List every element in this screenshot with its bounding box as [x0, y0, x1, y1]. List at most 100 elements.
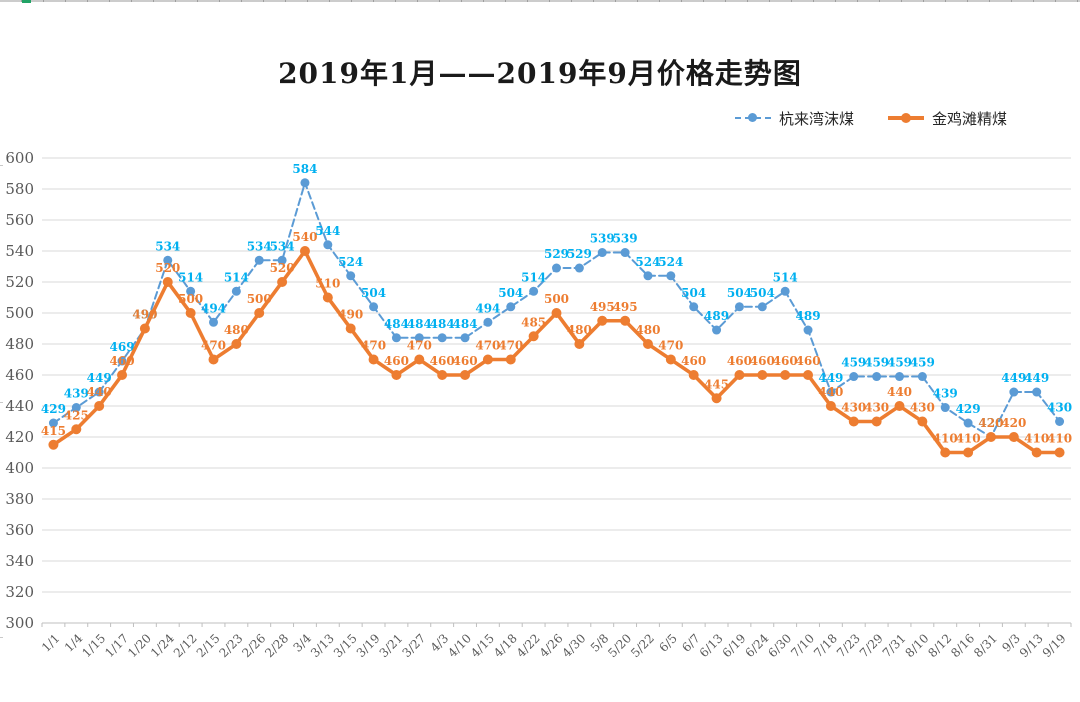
data-point-marker: [826, 387, 836, 397]
data-point-label: 440: [887, 385, 912, 399]
x-axis-tick-label: 1/20: [125, 631, 154, 660]
data-point-label: 480: [224, 323, 249, 337]
data-point-marker: [1008, 432, 1019, 442]
data-point-marker: [665, 354, 676, 365]
data-point-label: 540: [292, 230, 317, 244]
data-point-marker: [139, 323, 150, 334]
series-dot-icon: [901, 113, 912, 123]
series-dot-icon: [748, 113, 757, 122]
data-point-label: 514: [178, 270, 203, 284]
data-point-label: 500: [247, 292, 272, 306]
data-point-label: 539: [590, 232, 615, 246]
data-point-marker: [437, 370, 448, 380]
x-axis-tick-label: 6/5: [656, 631, 680, 655]
data-point-marker: [94, 387, 104, 397]
data-point-label: 480: [567, 323, 592, 337]
data-point-marker: [94, 401, 105, 411]
data-point-label: 489: [796, 309, 821, 323]
x-axis-tick-label: 9/19: [1040, 631, 1069, 660]
y-axis-tick-label: 460: [5, 366, 34, 384]
y-axis-tick-label: 360: [5, 521, 34, 539]
data-point-label: 440: [87, 385, 112, 399]
x-axis-tick-label: 4/18: [491, 631, 520, 660]
data-point-label: 470: [658, 339, 683, 353]
data-point-marker: [895, 372, 904, 382]
data-point-marker: [643, 271, 653, 281]
data-point-marker: [48, 439, 59, 450]
data-point-label: 520: [270, 261, 295, 275]
data-point-label: 514: [224, 270, 249, 284]
data-point-label: 460: [681, 354, 706, 368]
data-point-label: 500: [544, 292, 569, 306]
data-point-label: 534: [155, 239, 180, 253]
y-axis-tick-label: 580: [5, 180, 34, 198]
data-point-marker: [780, 370, 791, 380]
x-axis-tick-label: 8/10: [903, 631, 932, 660]
spreadsheet-row-edge: [0, 402, 3, 403]
data-point-label: 430: [1047, 401, 1072, 415]
data-point-marker: [437, 333, 447, 343]
spreadsheet-row-edge: [0, 165, 3, 166]
data-point-label: 495: [590, 300, 615, 314]
data-point-marker: [483, 317, 493, 327]
data-point-marker: [186, 286, 196, 296]
x-axis-tick-label: 1/15: [79, 631, 108, 660]
data-point-marker: [597, 315, 608, 326]
data-point-label: 449: [1024, 371, 1049, 385]
data-point-label: 584: [292, 162, 317, 176]
data-point-marker: [963, 447, 974, 458]
data-point-marker: [666, 271, 676, 281]
data-point-label: 470: [201, 339, 226, 353]
data-point-marker: [940, 403, 950, 413]
spreadsheet-selection-mark: [22, 0, 31, 3]
data-point-label: 440: [818, 385, 843, 399]
legend-label: 杭来湾沫煤: [779, 109, 855, 128]
data-point-marker: [460, 370, 471, 380]
y-axis-tick-label: 480: [5, 335, 34, 353]
data-point-label: 490: [338, 308, 363, 322]
data-point-marker: [551, 308, 562, 318]
data-point-label: 524: [658, 255, 683, 269]
x-axis-tick-label: 3/13: [308, 631, 337, 660]
data-point-label: 430: [841, 401, 866, 415]
data-point-label: 420: [1001, 416, 1026, 430]
data-point-marker: [757, 370, 768, 380]
data-point-label: 449: [818, 371, 843, 385]
data-point-label: 459: [910, 356, 935, 370]
y-axis-tick-label: 520: [5, 273, 34, 291]
data-point-marker: [872, 372, 882, 382]
data-point-marker: [528, 331, 539, 342]
data-point-marker: [254, 255, 264, 265]
x-axis-tick-label: 1/1: [39, 631, 63, 655]
data-point-marker: [689, 302, 699, 312]
data-point-label: 429: [956, 402, 981, 416]
data-point-marker: [346, 271, 356, 281]
data-point-marker: [323, 240, 333, 250]
data-point-label: 524: [635, 255, 660, 269]
y-axis-tick-label: 300: [5, 614, 34, 632]
legend-item-hanglaiwan[interactable]: 杭来湾沫煤: [735, 108, 854, 129]
x-axis-tick-label: 4/15: [468, 631, 497, 660]
data-point-label: 460: [453, 354, 478, 368]
data-point-marker: [231, 339, 242, 349]
data-point-label: 494: [475, 301, 500, 315]
data-point-marker: [368, 354, 379, 365]
data-point-label: 504: [498, 286, 523, 300]
y-axis-tick-label: 440: [5, 397, 34, 415]
x-axis-tick-label: 4/22: [514, 631, 543, 660]
data-point-marker: [1031, 447, 1042, 458]
data-point-label: 510: [315, 277, 340, 291]
data-point-label: 480: [635, 323, 660, 337]
x-axis-tick-label: 7/31: [880, 631, 909, 660]
x-axis-tick-label: 6/24: [742, 631, 771, 660]
data-point-marker: [597, 248, 607, 258]
data-point-marker: [277, 255, 287, 265]
x-axis-tick-label: 5/20: [605, 631, 634, 660]
x-axis-tick-label: 6/19: [720, 631, 749, 660]
legend-item-jinjitan[interactable]: 金鸡滩精煤: [888, 108, 1007, 129]
y-axis-tick-label: 400: [5, 459, 34, 477]
data-point-marker: [299, 246, 310, 256]
x-axis-tick-label: 4/26: [537, 631, 566, 660]
data-point-marker: [117, 356, 127, 366]
